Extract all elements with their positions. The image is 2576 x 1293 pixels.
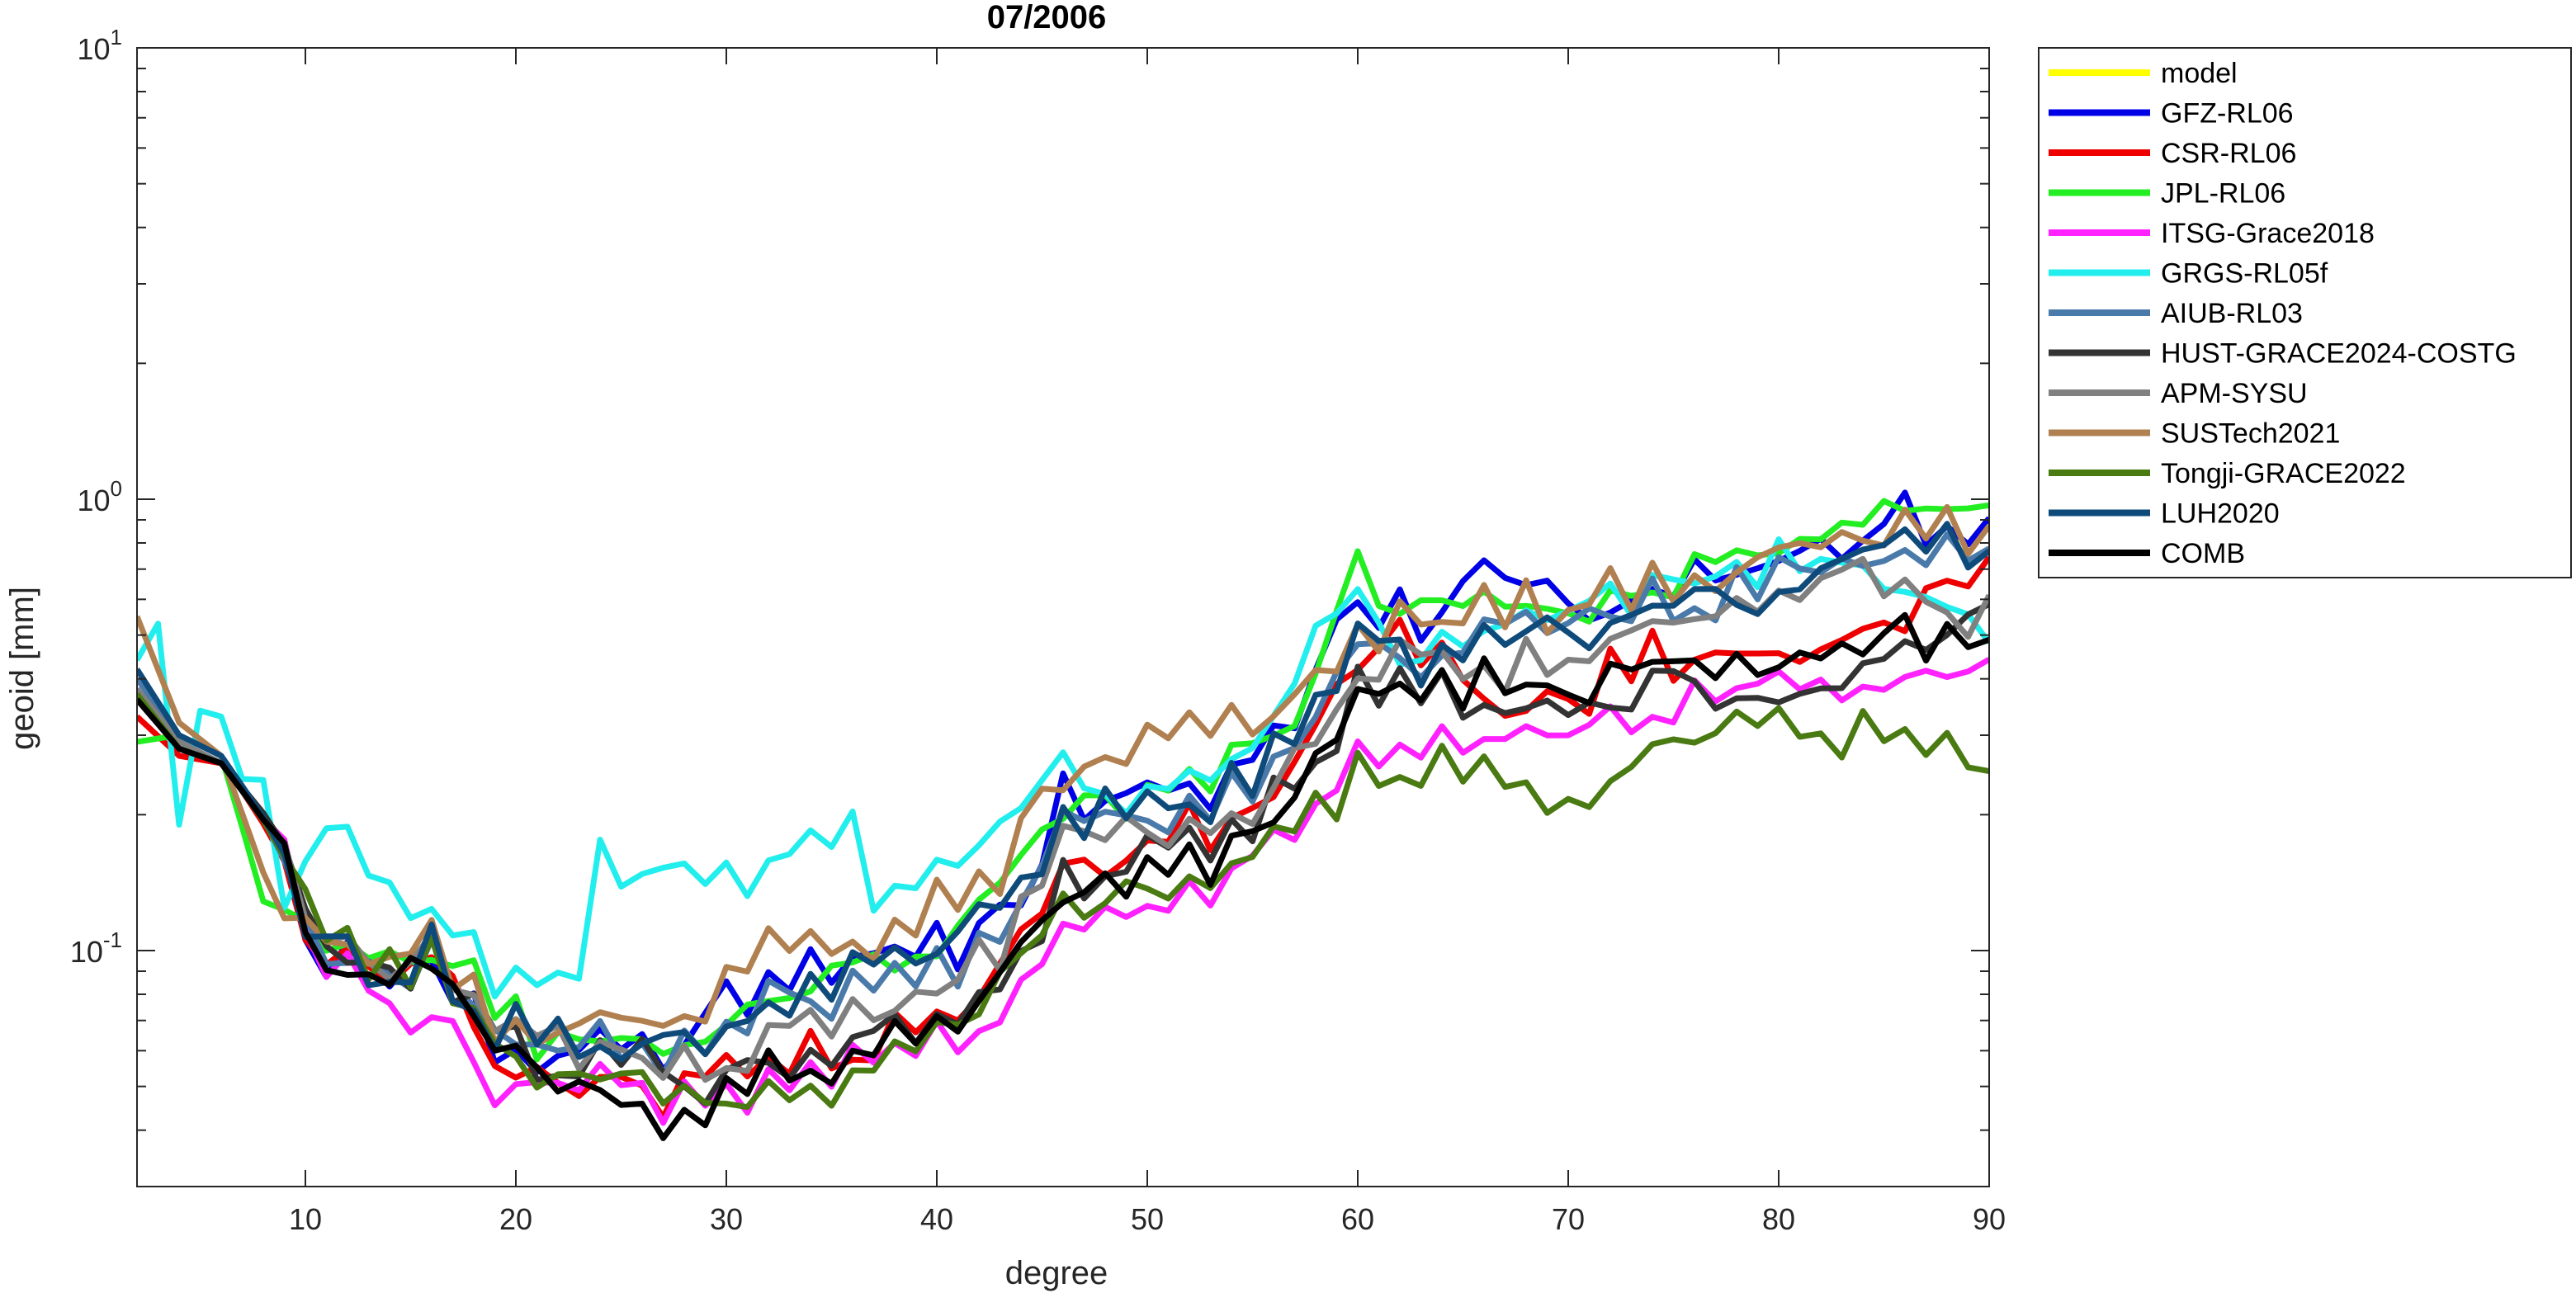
x-tick-label: 50	[1131, 1202, 1164, 1236]
series-layer	[137, 489, 1989, 1141]
legend-label-3: JPL-RL06	[2161, 178, 2285, 210]
legend-label-1: GFZ-RL06	[2161, 98, 2294, 130]
x-tick-label: 90	[1973, 1202, 2006, 1236]
x-tick-label: 40	[920, 1202, 953, 1236]
x-tick-label: 80	[1762, 1202, 1795, 1236]
x-tick-label: 60	[1341, 1202, 1374, 1236]
legend-label-4: ITSG-Grace2018	[2161, 218, 2375, 249]
chart-title: 07/2006	[987, 0, 1107, 35]
y-tick-label: 10-1	[70, 927, 122, 969]
legend-label-10: Tongji-GRACE2022	[2161, 458, 2406, 489]
y-tick-label: 101	[77, 25, 122, 66]
legend-label-7: HUST-GRACE2024-COSTG	[2161, 338, 2517, 370]
legend-label-8: APM-SYSU	[2161, 378, 2308, 409]
series-line-5	[137, 536, 1989, 1000]
series-line-12	[137, 611, 1989, 1141]
legend: model GFZ-RL06 CSR-RL06 JPL-RL06 ITSG-Grace2…	[2038, 47, 2572, 578]
x-tick-label: 70	[1552, 1202, 1585, 1236]
x-axis-label: degree	[1005, 1255, 1108, 1291]
y-axis-label: geoid [mm]	[4, 587, 40, 750]
legend-label-12: COMB	[2161, 538, 2245, 569]
legend-label-9: SUSTech2021	[2161, 418, 2340, 450]
x-tick-label: 10	[289, 1202, 322, 1236]
x-tick-label: 20	[499, 1202, 532, 1236]
legend-label-6: AIUB-RL03	[2161, 298, 2303, 329]
legend-label-11: LUH2020	[2161, 498, 2280, 530]
legend-label-5: GRGS-RL05f	[2161, 258, 2328, 290]
ticks-layer: 10 20 30 40 50 60 70 80 90 10-1 100 101	[70, 25, 2006, 1236]
x-tick-label: 30	[710, 1202, 743, 1236]
plot-frame	[136, 47, 1990, 1187]
y-tick-label: 100	[77, 476, 122, 517]
series-line-4	[137, 657, 1989, 1126]
legend-label-2: CSR-RL06	[2161, 138, 2296, 169]
legend-label-0: model	[2161, 58, 2238, 89]
